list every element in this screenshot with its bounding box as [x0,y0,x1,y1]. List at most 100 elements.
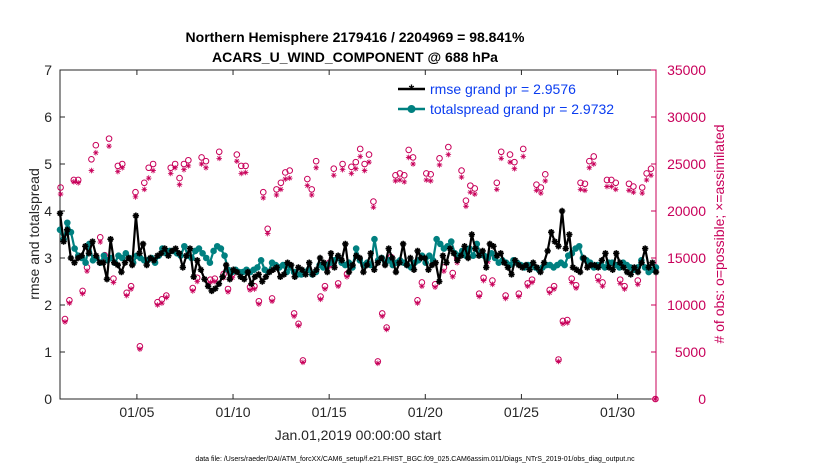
obs-possible-point [88,156,95,163]
rmse-point [212,285,219,292]
spread-point [195,245,203,252]
obs-assimilated-point [282,176,289,182]
rmse-point [201,275,208,283]
y-right-tick-label: 10000 [667,297,706,313]
rmse-point [280,271,288,278]
rmse-point [551,238,559,245]
rmse-point [147,254,154,262]
rmse-point [230,266,237,273]
spread-point [561,261,568,269]
rmse-point [548,228,555,236]
rmse-point [71,259,78,266]
obs-assimilated-point [564,320,571,326]
rmse-point [396,259,403,266]
rmse-point [598,257,606,264]
spread-point [352,245,360,252]
obs-possible-point [638,184,646,191]
y-left-tick-label: 7 [44,62,52,78]
rmse-point [215,280,223,288]
obs-assimilated-point [520,153,527,160]
rmse-point [443,259,450,266]
rmse-point [129,261,136,269]
obs-assimilated-point [419,283,425,289]
rmse-point [446,245,454,252]
obs-possible-point [405,146,412,154]
y-right-tick-label: 0 [698,391,706,407]
rmse-point [107,236,114,243]
rmse-point [497,250,504,257]
obs-assimilated-point [410,161,416,167]
obs-assimilated-point [533,187,540,194]
obs-assimilated-point [198,161,205,167]
obs-assimilated-point [286,175,293,181]
y-right-tick-label: 35000 [667,62,706,78]
obs-assimilated-point [176,181,183,188]
y-right-tick-label: 15000 [667,250,706,266]
obs-assimilated-point [167,170,174,177]
legend-rmse-marker: * [409,81,415,97]
rmse-point [176,250,183,257]
spread-point [202,254,210,262]
obs-possible-point [506,151,514,158]
rmse-point [529,259,537,266]
rmse-point [508,271,515,278]
obs-assimilated-point [119,164,126,171]
rmse-point [197,266,205,273]
obs-assimilated-point [498,155,505,162]
obs-possible-point [92,141,100,149]
obs-possible-point [57,184,64,191]
obs-assimilated-point [379,313,386,320]
rmse-point [537,268,544,276]
rmse-point [259,278,266,285]
obs-possible-point [436,155,443,162]
obs-assimilated-point [145,175,152,181]
obs-possible-point [233,151,241,158]
y-left-tick-label: 2 [44,297,52,313]
rmse-point [511,257,519,264]
rmse-point [103,275,111,283]
rmse-point [331,264,338,271]
obs-assimilated-point [264,230,271,237]
obs-assimilated-point [256,301,262,307]
rmse-point [595,264,602,271]
obs-assimilated-point [57,191,64,197]
obs-possible-point [537,184,545,191]
obs-assimilated-point [132,194,139,200]
rmse-point [320,259,327,266]
rmse-point [74,254,82,262]
rmse-point [399,240,407,248]
obs-possible-point [145,164,153,172]
rmse-point [558,207,566,215]
legend-spread-marker [407,105,416,113]
rmse-series [56,207,660,295]
obs-assimilated-point [172,164,178,171]
obs-assimilated-point [291,313,297,320]
rmse-point [302,271,309,278]
rmse-point [194,257,201,264]
obs-assimilated-point [137,346,143,352]
obs-possible-point [149,160,157,168]
rmse-point [573,266,580,273]
rmse-point [309,271,317,278]
rmse-point [627,271,634,278]
rmse-point [96,259,103,266]
obs-possible-point [458,167,465,174]
rmse-point [168,247,176,255]
rmse-point [569,264,577,271]
obs-assimilated-point [207,279,214,286]
obs-assimilated-point [93,149,99,156]
rmse-point [483,264,490,271]
obs-assimilated-point [538,190,544,196]
obs-assimilated-point [308,192,315,198]
obs-assimilated-point [203,164,209,171]
rmse-point [255,271,262,278]
obs-assimilated-point [480,277,487,284]
obs-possible-point [198,154,205,161]
y-left-tick-label: 3 [44,250,52,266]
rmse-point [291,273,298,280]
rmse-point [631,264,638,271]
spread-point [257,257,265,264]
obs-possible-point [647,165,655,172]
x-tick-label: 01/20 [408,404,443,420]
